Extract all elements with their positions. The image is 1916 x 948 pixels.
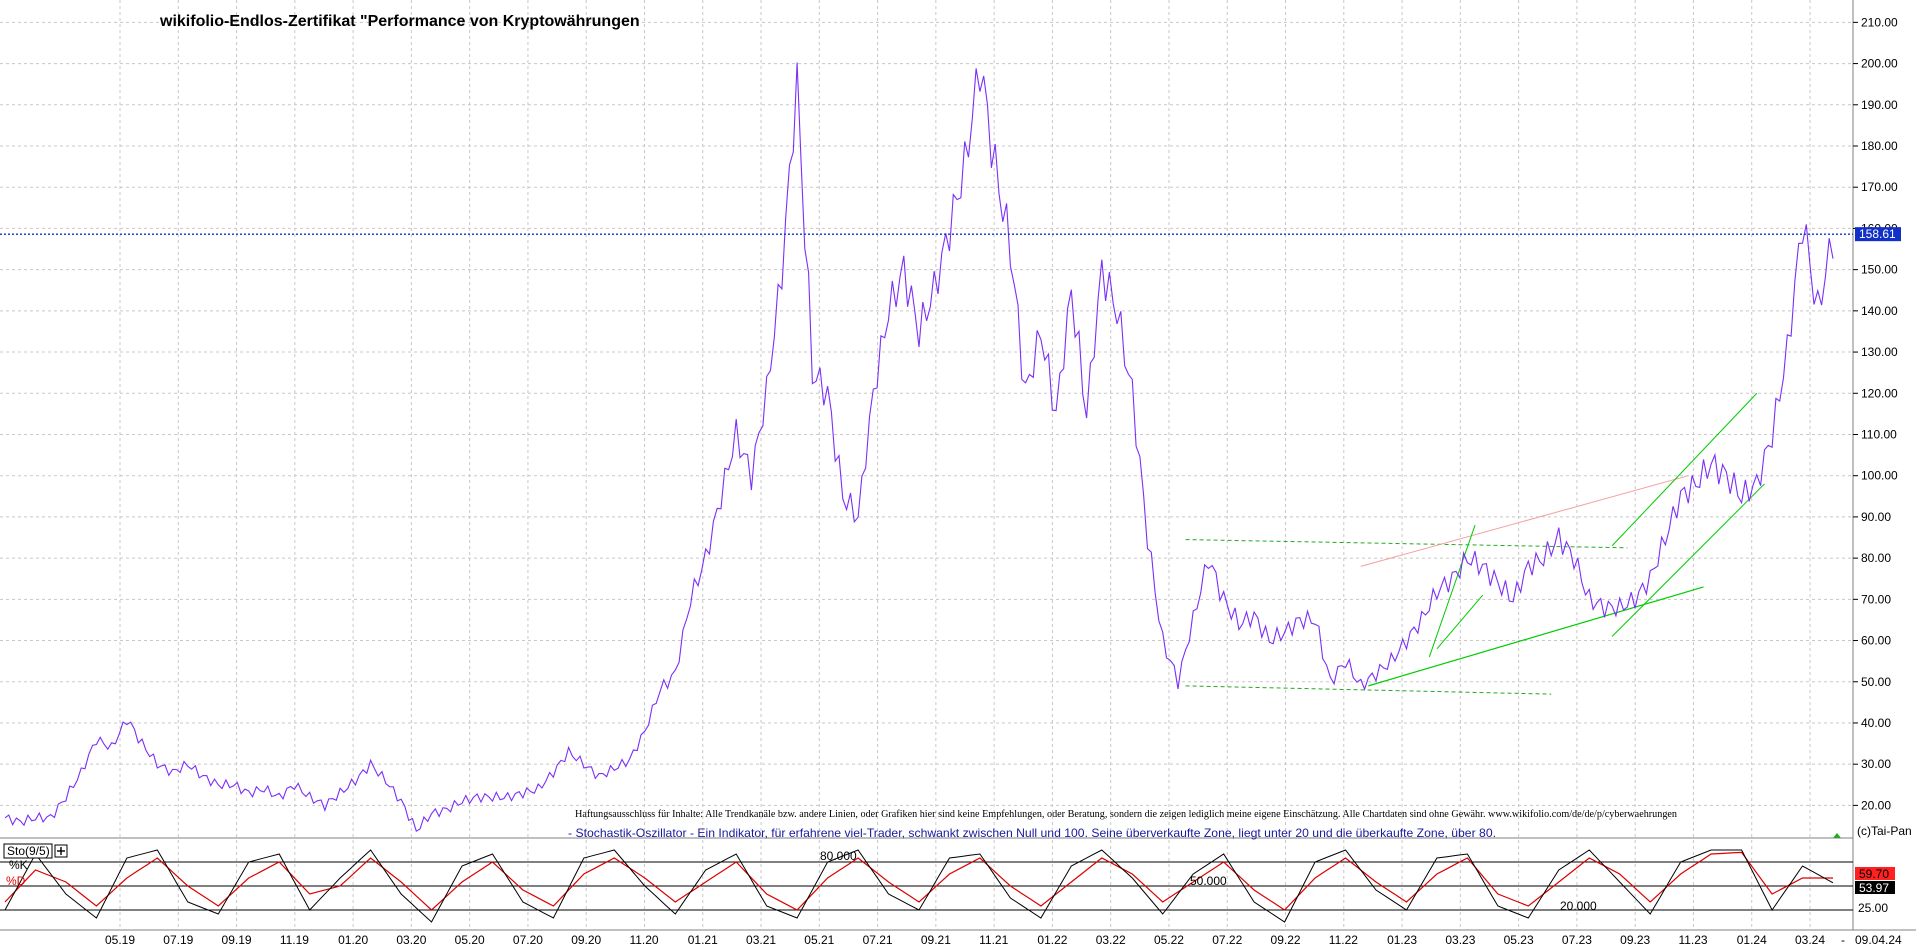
k-legend-label: %K [9, 858, 28, 872]
disclaimer-text: Haftungsausschluss für Inhalte: Alle Tre… [575, 808, 1677, 820]
y-tick-label: 200.00 [1861, 57, 1898, 71]
resistance-line [1360, 475, 1689, 567]
k-value-label: 53.97 [1859, 881, 1889, 895]
x-tick-label: 09.22 [1271, 933, 1301, 947]
d-line [4, 851, 1833, 911]
current-value-box [1855, 227, 1901, 242]
y-tick-label: 110.00 [1861, 427, 1897, 441]
x-tick-label: 05.20 [455, 933, 485, 947]
x-tick-label: 01.22 [1037, 933, 1067, 947]
y-tick-label: 80.00 [1861, 551, 1891, 565]
range-top-line [1185, 539, 1628, 549]
d-legend-label: %D [6, 874, 26, 888]
y-tick-label: 190.00 [1861, 98, 1898, 112]
x-tick-label: 05.22 [1154, 933, 1184, 947]
y-tick-label: 120.00 [1861, 386, 1898, 400]
copyright-label: (c)Tai-Pan [1857, 824, 1912, 838]
level-50-label: 50.000 [1190, 874, 1227, 888]
x-tick-label: 01.20 [338, 933, 368, 947]
stochastic-axis-label: 25.00 [1858, 901, 1888, 915]
y-tick-label: 140.00 [1861, 304, 1898, 318]
y-tick-label: 130.00 [1861, 345, 1898, 359]
x-tick-label: 09.21 [921, 933, 951, 947]
current-value-label: 158.61 [1859, 227, 1896, 241]
channel-line [1611, 392, 1758, 547]
y-tick-label: 30.00 [1861, 757, 1891, 771]
x-tick-label: 11.20 [629, 933, 658, 947]
y-tick-label: 70.00 [1861, 592, 1891, 606]
x-tick-label: 07.19 [163, 933, 193, 947]
x-tick-label: 09.19 [222, 933, 252, 947]
stochastic-panel [0, 840, 1853, 930]
price-panel [0, 0, 1853, 838]
triangle-marker-icon [1833, 833, 1841, 838]
y-tick-label: 50.00 [1861, 675, 1891, 689]
indicator-note: - Stochastik-Oszillator - Ein Indikator,… [568, 826, 1496, 840]
y-axis: 20.00 30.00 40.00 50.00 60.00 70.00 80.00 90.00… [1853, 15, 1898, 812]
y-tick-label: 150.00 [1861, 263, 1898, 277]
x-tick-label: 07.20 [513, 933, 543, 947]
y-tick-label: 170.00 [1861, 180, 1898, 194]
stochastic-label: Sto(9/5) [7, 844, 50, 858]
x-tick-label: 09.23 [1620, 933, 1650, 947]
x-tick-label: 07.21 [863, 933, 893, 947]
x-tick-label: 03.20 [396, 933, 426, 947]
y-tick-label: 210.00 [1861, 15, 1898, 29]
x-tick-label: 03.21 [746, 933, 776, 947]
x-tick-label: 05.19 [105, 933, 135, 947]
y-tick-label: 60.00 [1861, 634, 1891, 648]
x-tick-label: 07.23 [1562, 933, 1592, 947]
level-20-label: 20.000 [1560, 899, 1597, 913]
x-tick-label: 11.19 [280, 933, 309, 947]
chart-title: wikifolio-Endlos-Zertifikat "Performance… [159, 13, 640, 30]
y-tick-label: 180.00 [1861, 139, 1898, 153]
last-date-label: 09.04.24 [1855, 933, 1902, 947]
y-tick-label: 100.00 [1861, 469, 1898, 483]
x-tick-label: 03.24 [1795, 933, 1825, 947]
x-tick-label: 11.23 [1678, 933, 1707, 947]
k-value-box [1855, 881, 1895, 894]
channel-line [1428, 524, 1476, 658]
channel-line [1436, 594, 1484, 650]
x-tick-label: 01.24 [1737, 933, 1767, 947]
x-tick-label: 05.21 [804, 933, 834, 947]
y-tick-label: 20.00 [1861, 798, 1891, 812]
stochastic-label-box[interactable] [3, 843, 53, 859]
x-tick-label: 01.21 [688, 933, 718, 947]
x-tick-label: 01.23 [1387, 933, 1417, 947]
price-line [4, 62, 1834, 833]
x-tick-label: 07.22 [1212, 933, 1242, 947]
level-80-label: 80.000 [820, 849, 857, 863]
x-tick-label: 11.22 [1329, 933, 1358, 947]
expand-icon[interactable] [54, 844, 68, 858]
x-tick-label: 05.23 [1504, 933, 1534, 947]
x-tick-label: 03.22 [1096, 933, 1126, 947]
range-bottom-line [1185, 685, 1552, 695]
x-tick-label: 11.21 [979, 933, 1008, 947]
series-layer [0, 62, 1853, 833]
date-axis-end-marker: - [1841, 933, 1845, 947]
x-tick-label: 03.23 [1445, 933, 1475, 947]
x-axis: 05.19 07.19 09.19 11.19 01.20 03.20 05.20 07.20… [105, 933, 1825, 947]
k-line [4, 849, 1834, 923]
trendlines [1185, 392, 1765, 695]
x-tick-label: 09.20 [571, 933, 601, 947]
stochastic-layer [0, 849, 1853, 923]
grid [0, 0, 1853, 930]
y-tick-label: 40.00 [1861, 716, 1891, 730]
channel-line [1611, 483, 1765, 637]
d-value-label: 59.70 [1859, 867, 1889, 881]
support-line [1368, 586, 1704, 687]
y-tick-label: 90.00 [1861, 510, 1891, 524]
d-value-box [1855, 867, 1895, 880]
